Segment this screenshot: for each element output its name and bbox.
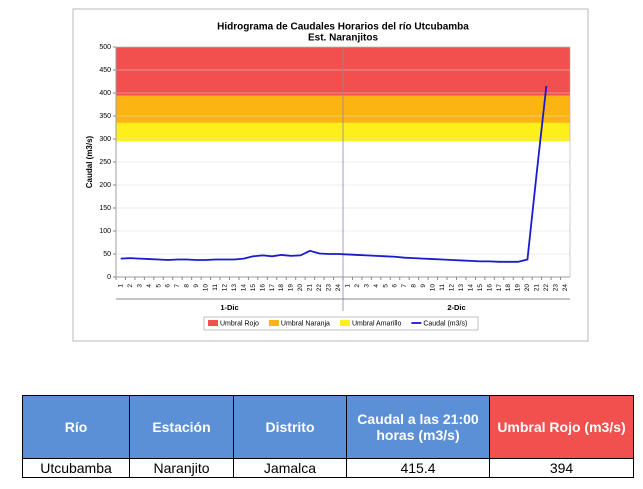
x-tick-label: 13 <box>231 284 238 292</box>
header-cell: Río <box>22 395 130 459</box>
x-tick-label: 6 <box>392 284 399 288</box>
table-header: Río Estación Distrito Caudal a las 21:00… <box>22 395 634 459</box>
y-tick-label: 0 <box>107 274 111 281</box>
data-line <box>120 85 548 263</box>
x-tick-label: 12 <box>221 284 228 292</box>
x-tick-label: 9 <box>420 284 427 288</box>
x-tick-label: 18 <box>278 284 285 292</box>
legend-swatch <box>339 320 350 326</box>
legend-swatch <box>268 320 279 326</box>
y-tick-label: 50 <box>103 251 111 258</box>
y-tick-label: 150 <box>99 205 111 212</box>
legend-label: Caudal (m3/s) <box>423 320 467 327</box>
x-tick-label: 21 <box>534 284 541 292</box>
header-cell: Estación <box>129 395 234 459</box>
x-tick-label: 4 <box>146 284 153 288</box>
table-cell: Naranjito <box>129 458 234 478</box>
x-tick-label: 4 <box>373 284 380 288</box>
x-tick-label: 8 <box>411 284 418 288</box>
x-tick-label: 12 <box>448 284 455 292</box>
x-tick-label: 18 <box>505 284 512 292</box>
y-tick-label: 100 <box>99 228 111 235</box>
group-label: 2-Dic <box>447 303 465 312</box>
table-cell: Utcubamba <box>22 458 130 478</box>
group-label: 1-Dic <box>220 303 238 312</box>
x-tick-label: 16 <box>259 284 266 292</box>
x-tick-label: 1 <box>117 284 124 288</box>
legend-label: Umbral Naranja <box>281 320 330 327</box>
x-tick-label: 8 <box>184 284 191 288</box>
x-tick-label: 20 <box>297 284 304 292</box>
x-tick-label: 7 <box>401 284 408 288</box>
x-tick-label: 17 <box>496 284 503 292</box>
x-tick-label: 24 <box>335 284 342 292</box>
y-axis-label: Caudal (m3/s) <box>85 135 94 188</box>
x-tick-label: 23 <box>553 284 560 292</box>
table-cell: 415.4 <box>346 458 490 478</box>
x-tick-label: 17 <box>269 284 276 292</box>
x-tick-label: 11 <box>212 284 219 291</box>
x-tick-label: 20 <box>524 284 531 292</box>
x-tick-label: 2 <box>127 284 134 288</box>
x-tick-label: 22 <box>543 284 550 292</box>
y-tick-label: 300 <box>99 136 111 143</box>
y-tick-label: 450 <box>99 67 111 74</box>
legend-label: Umbral Rojo <box>220 320 259 327</box>
x-tick-label: 11 <box>439 284 446 291</box>
header-cell: Caudal a las 21:00 horas (m3/s) <box>346 395 490 459</box>
x-tick-label: 5 <box>382 284 389 288</box>
x-tick-label: 14 <box>240 284 247 292</box>
x-tick-label: 1 <box>344 284 351 288</box>
x-tick-label: 5 <box>155 284 162 288</box>
y-tick-label: 350 <box>99 113 111 120</box>
x-tick-label: 13 <box>458 284 465 292</box>
x-tick-label: 23 <box>326 284 333 292</box>
legend-label: Umbral Amarillo <box>352 320 402 327</box>
legend-swatch <box>208 320 218 326</box>
y-tick-label: 500 <box>99 44 111 51</box>
chart-subtitle: Est. Naranjitos <box>308 33 378 44</box>
x-tick-label: 16 <box>486 284 493 292</box>
header-cell: Umbral Rojo (m3/s) <box>489 395 634 459</box>
x-tick-label: 10 <box>203 284 210 292</box>
x-tick-label: 24 <box>562 284 569 292</box>
y-tick-label: 200 <box>99 182 111 189</box>
chart-title: Hidrograma de Caudales Horarios del río … <box>217 22 469 33</box>
data-table: Río Estación Distrito Caudal a las 21:00… <box>22 395 634 478</box>
table-cell: Jamalca <box>233 458 347 478</box>
x-tick-label: 3 <box>136 284 143 288</box>
y-tick-label: 250 <box>99 159 111 166</box>
header-cell: Distrito <box>233 395 347 459</box>
table-row: Utcubamba Naranjito Jamalca 415.4 394 <box>22 458 634 478</box>
x-tick-label: 3 <box>363 284 370 288</box>
legend: Umbral Rojo Umbral Naranja Umbral Amarillo… <box>203 316 479 331</box>
x-tick-label: 15 <box>250 284 257 292</box>
y-tick-label: 400 <box>99 90 111 97</box>
chart: Hidrograma de Caudales Horarios del río … <box>72 8 589 342</box>
x-tick-label: 19 <box>288 284 295 292</box>
x-tick-label: 6 <box>165 284 172 288</box>
x-tick-label: 22 <box>316 284 323 292</box>
x-tick-label: 2 <box>354 284 361 288</box>
x-tick-label: 9 <box>193 284 200 288</box>
x-tick-label: 14 <box>467 284 474 292</box>
table-cell: 394 <box>489 458 634 478</box>
x-tick-label: 7 <box>174 284 181 288</box>
x-tick-label: 21 <box>307 284 314 292</box>
x-tick-label: 15 <box>477 284 484 292</box>
x-tick-label: 19 <box>515 284 522 292</box>
x-tick-label: 10 <box>430 284 437 292</box>
